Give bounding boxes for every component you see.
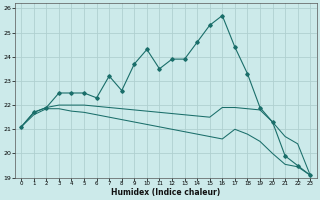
X-axis label: Humidex (Indice chaleur): Humidex (Indice chaleur): [111, 188, 220, 197]
